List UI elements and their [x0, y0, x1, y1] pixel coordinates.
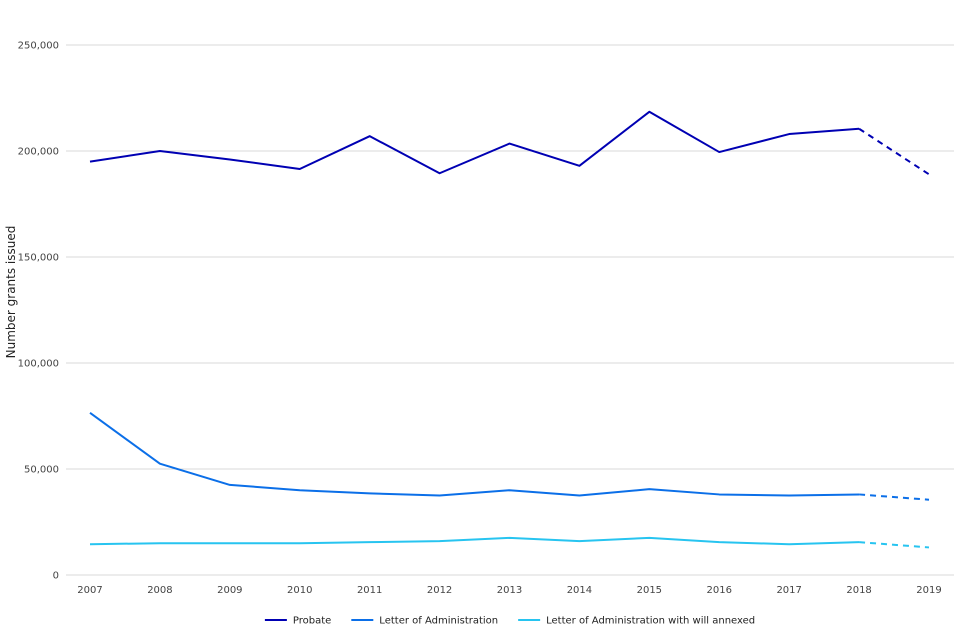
x-tick-label: 2017 [776, 585, 801, 596]
x-tick-label: 2016 [707, 585, 732, 596]
x-axis-ticks: 2007 2008 2009 2010 2011 2012 2013 2014 2015 2016… [77, 585, 941, 596]
series-line-0 [89, 110, 860, 175]
x-tick-label: 2007 [77, 585, 102, 596]
y-tick-label: 250,000 [18, 41, 59, 52]
x-tick-label: 2015 [637, 585, 662, 596]
series-projection-0 [858, 127, 930, 176]
legend-label: Letter of Administration [379, 616, 498, 627]
x-tick-label: 2013 [497, 585, 522, 596]
gridlines [66, 44, 954, 576]
y-axis-title: Number grants issued [4, 226, 18, 359]
x-tick-label: 2019 [916, 585, 941, 596]
y-tick-label: 200,000 [18, 147, 59, 158]
x-tick-label: 2014 [567, 585, 592, 596]
legend-label: Probate [293, 616, 331, 627]
y-tick-label: 0 [53, 571, 59, 582]
y-tick-label: 100,000 [18, 359, 59, 370]
x-tick-label: 2018 [846, 585, 871, 596]
y-tick-label: 150,000 [18, 253, 59, 264]
series-projection-2 [859, 541, 930, 549]
x-tick-label: 2011 [357, 585, 382, 596]
legend-item-0: Probate [264, 616, 331, 627]
series-line-2 [89, 536, 860, 546]
legend-item-2: Letter of Administration with will annex… [518, 616, 755, 627]
legend-label: Letter of Administration with will annex… [546, 616, 755, 627]
x-tick-label: 2012 [427, 585, 452, 596]
series-projection-1 [859, 493, 930, 501]
series-lines [89, 110, 930, 549]
y-tick-label: 50,000 [24, 465, 59, 476]
x-tick-label: 2008 [147, 585, 172, 596]
legend: Probate Letter of Administration Letter of… [264, 616, 755, 627]
y-axis-ticks: 0 50,000 100,000 150,000 200,000 250,000 [18, 41, 59, 582]
x-tick-label: 2010 [287, 585, 312, 596]
legend-item-1: Letter of Administration [351, 616, 498, 627]
x-tick-label: 2009 [217, 585, 242, 596]
series-line-1 [89, 412, 860, 497]
